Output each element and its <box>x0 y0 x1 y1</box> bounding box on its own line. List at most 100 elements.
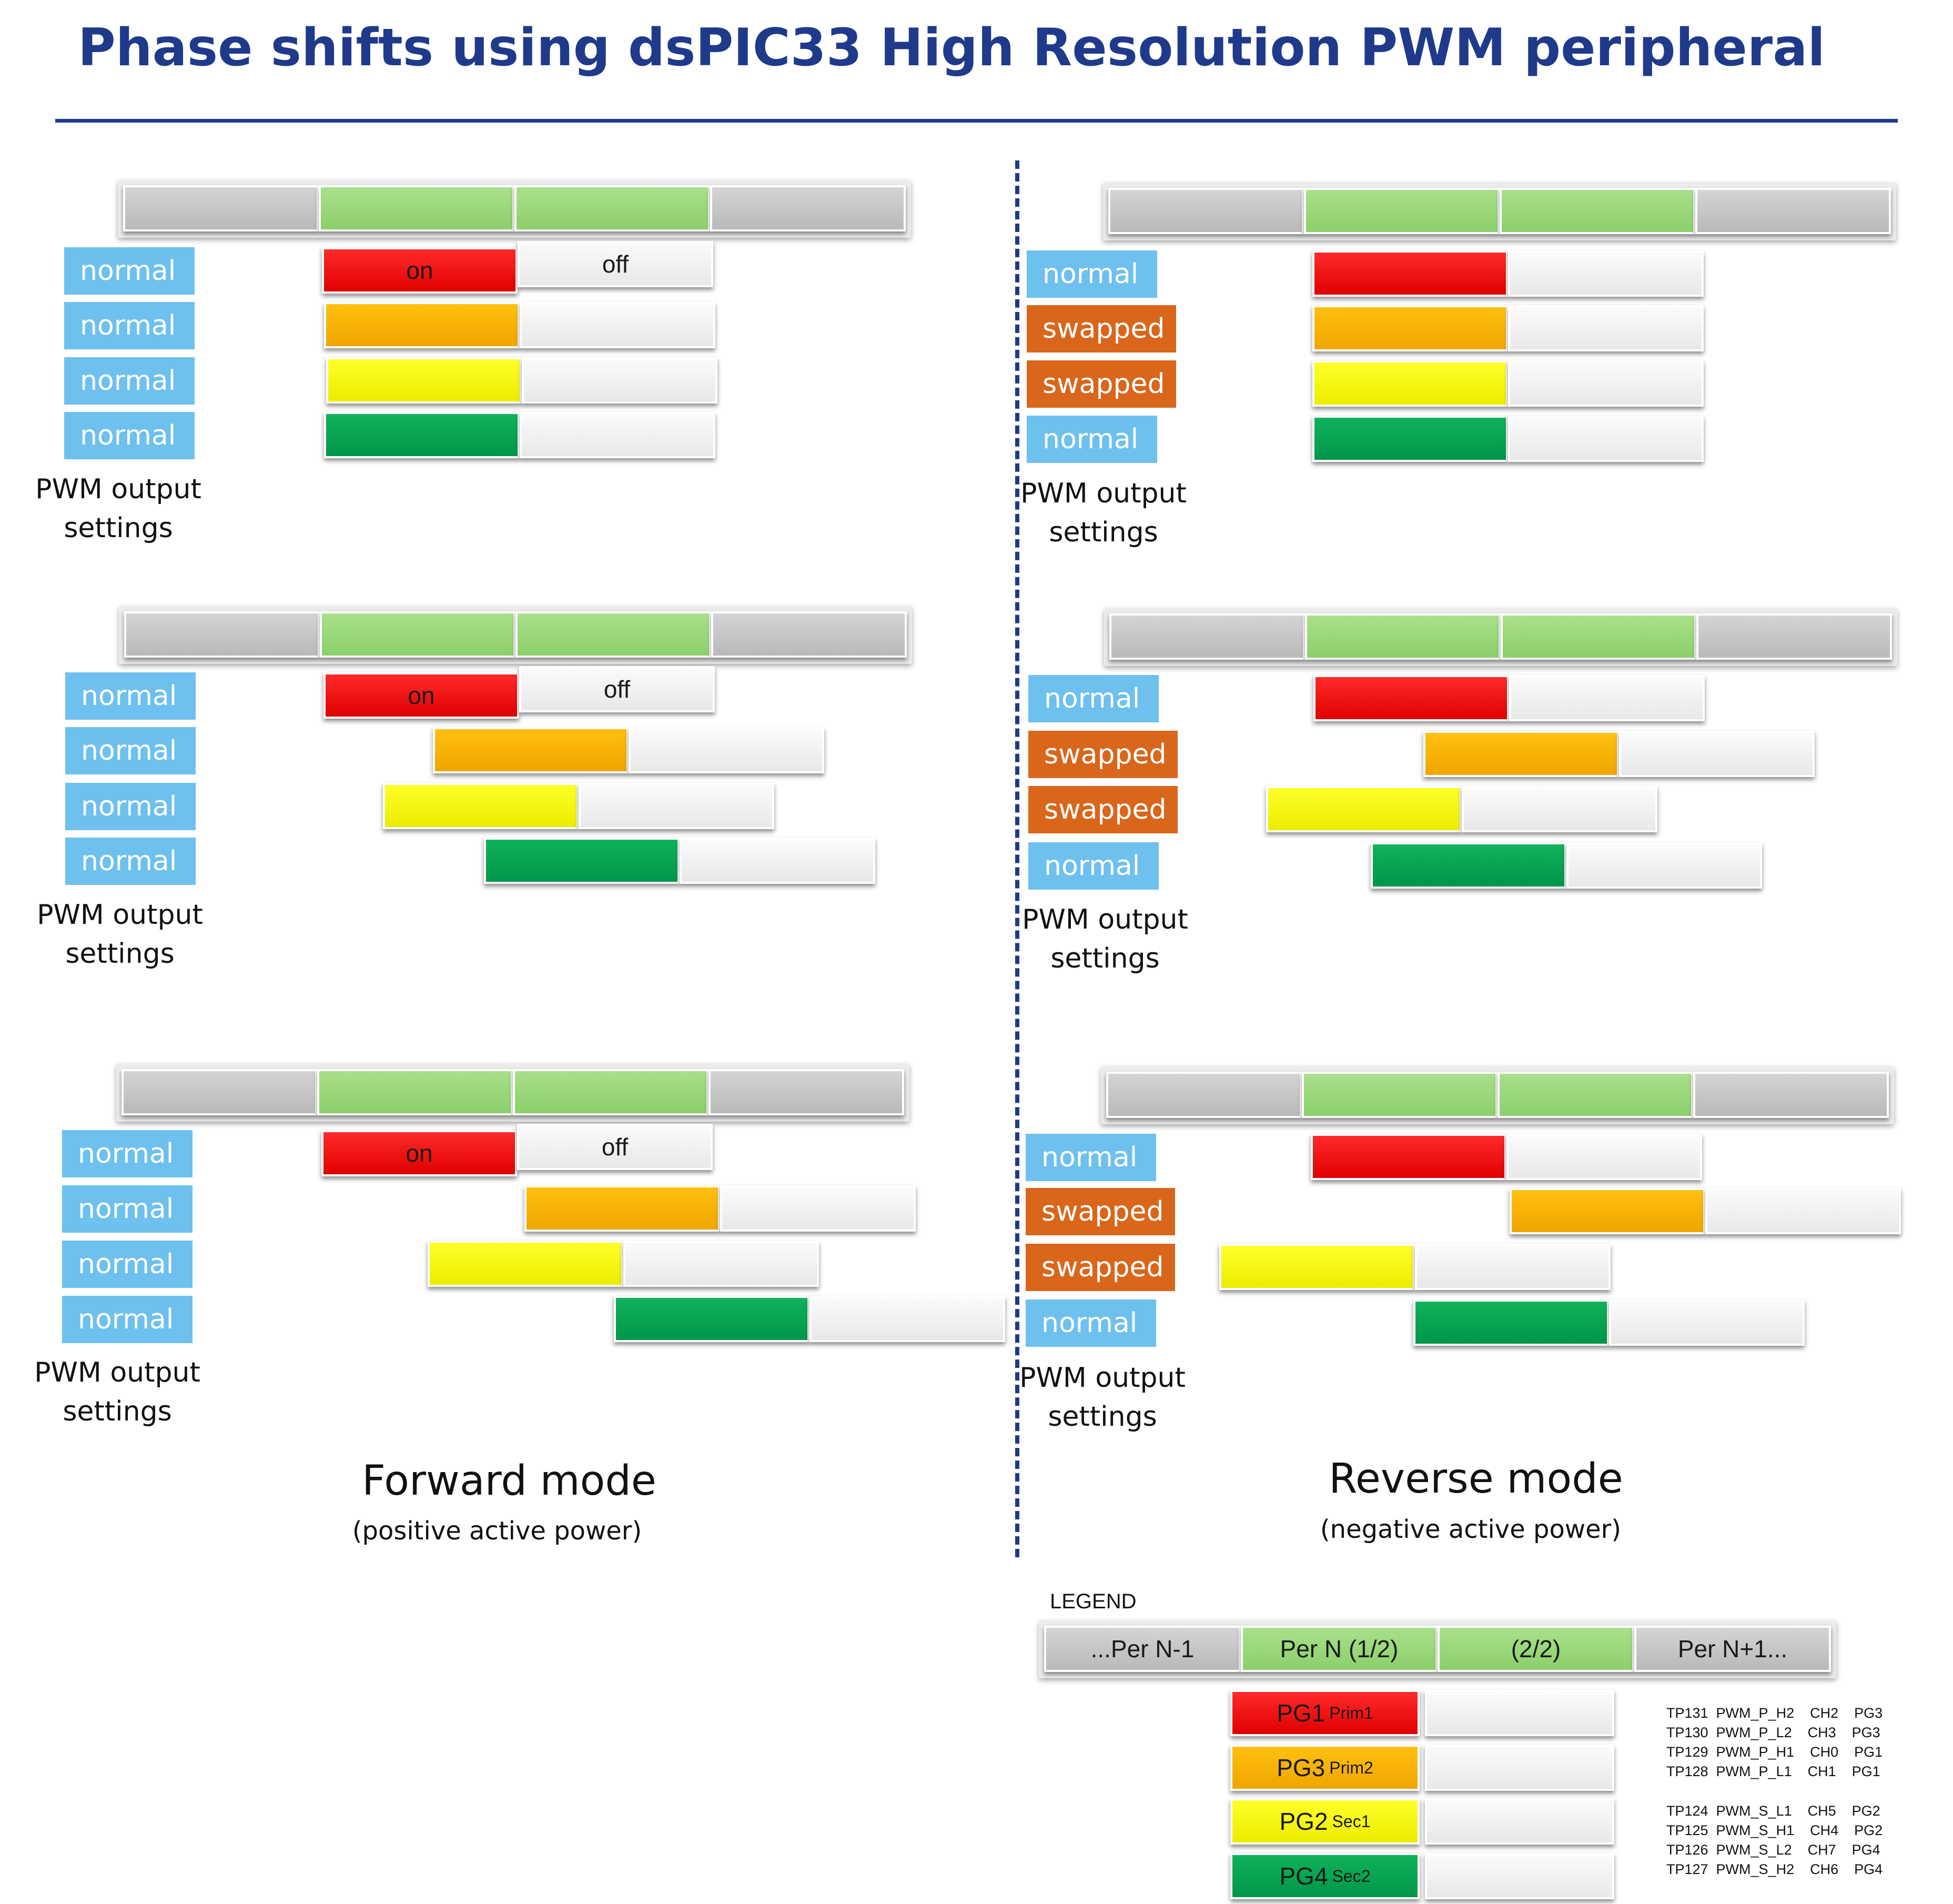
panel-caption: PWM output settings <box>25 895 215 973</box>
period-current-half-1 <box>317 1069 513 1115</box>
pg2-output-off <box>1415 1244 1611 1290</box>
pg1-output-on: on <box>323 672 519 719</box>
caption-line: PWM output <box>1022 904 1188 935</box>
pg4-output-on <box>1312 416 1508 462</box>
output-setting-tag: swapped <box>1026 1244 1175 1291</box>
caption-line: PWM output <box>37 899 203 931</box>
period-current-half-1 <box>1305 613 1501 660</box>
pg3-output-off <box>720 1185 916 1232</box>
period-next <box>1695 188 1891 234</box>
output-setting-tag: normal <box>65 838 196 885</box>
output-setting-tag: normal <box>62 1185 193 1233</box>
legend-period-3: (2/2) <box>1438 1626 1634 1672</box>
pg1-output-off <box>1508 250 1704 297</box>
pg3-output-off <box>520 302 715 348</box>
legend-generator-role: Prim1 <box>1329 1703 1373 1722</box>
period-previous <box>124 611 320 658</box>
period-next <box>709 1069 904 1115</box>
period-current-half-2 <box>513 1069 709 1115</box>
pg1-output-off: off <box>518 241 713 287</box>
pg4-output-off <box>1508 416 1704 462</box>
pg3-output-on <box>433 727 629 773</box>
pg3-output-off <box>1619 731 1815 777</box>
pg1-output-off <box>1506 1134 1702 1180</box>
on-label: on <box>406 1140 433 1167</box>
pg4-output-off <box>520 412 715 458</box>
pg1-output-off: off <box>519 666 715 712</box>
caption-line: PWM output <box>1019 1362 1186 1394</box>
reverse-mode-label: Reverse mode <box>1329 1455 1623 1503</box>
pg3-output-on <box>1423 731 1619 777</box>
period-previous <box>123 185 319 231</box>
pg4-output-on <box>1413 1299 1609 1346</box>
pg2-output-off <box>623 1241 819 1287</box>
on-label: on <box>408 682 435 709</box>
pg1-output-on <box>1311 1134 1506 1180</box>
period-previous <box>1108 188 1304 234</box>
legend-pin-map-primary: TP131 PWM_P_H2 CH2 PG3 TP130 PWM_P_L2 CH… <box>1666 1705 1883 1779</box>
legend-generator-role: Sec2 <box>1332 1866 1371 1886</box>
legend-generator-name: PG4 <box>1279 1862 1328 1890</box>
caption-line: settings <box>1049 517 1158 548</box>
pg2-output-on <box>383 783 579 829</box>
pg1-output-on: on <box>322 247 518 294</box>
pg2-output-on <box>1219 1244 1415 1290</box>
caption-line: PWM output <box>35 474 201 505</box>
output-setting-tag: normal <box>64 412 195 459</box>
period-previous <box>122 1069 317 1115</box>
panel-caption: PWM output settings <box>1009 474 1198 552</box>
pg1-output-on <box>1312 250 1508 297</box>
period-next <box>1693 1072 1889 1118</box>
pg2-output-off <box>1462 786 1657 832</box>
legend-pg1-bar: PG1 Prim1 <box>1230 1690 1420 1736</box>
period-current-half-2 <box>1497 1072 1693 1118</box>
legend-period-2: Per N (1/2) <box>1241 1626 1438 1672</box>
legend-off-bar <box>1425 1798 1614 1845</box>
caption-line: PWM output <box>1020 478 1187 509</box>
off-label: off <box>601 1133 629 1161</box>
pg4-output-off <box>680 838 875 884</box>
period-current-half-2 <box>514 185 710 231</box>
panel-caption: PWM output settings <box>24 470 213 548</box>
legend-off-bar <box>1425 1853 1614 1899</box>
caption-line: settings <box>64 512 173 544</box>
pg2-output-off <box>579 783 774 829</box>
period-current-half-2 <box>515 611 711 658</box>
pg3-output-off <box>629 727 824 773</box>
output-setting-tag: swapped <box>1027 360 1176 408</box>
caption-line: settings <box>1050 943 1160 974</box>
period-next <box>711 611 907 658</box>
output-setting-tag: normal <box>64 302 195 349</box>
legend-title: LEGEND <box>1050 1590 1137 1613</box>
pg1-output-off <box>1509 675 1705 721</box>
legend-pg2-bar: PG2 Sec1 <box>1230 1798 1420 1845</box>
output-setting-tag: normal <box>62 1130 193 1177</box>
legend-off-bar <box>1425 1745 1614 1791</box>
legend-period-4: Per N+1... <box>1634 1626 1831 1672</box>
output-setting-tag: normal <box>62 1296 193 1343</box>
pg1-output-off: off <box>517 1124 713 1170</box>
legend-off-bar <box>1425 1690 1614 1736</box>
legend-generator-name: PG1 <box>1277 1699 1325 1727</box>
output-setting-tag: normal <box>1028 675 1159 722</box>
caption-line: settings <box>63 1396 172 1427</box>
period-current-half-2 <box>1501 613 1696 660</box>
period-next <box>1696 613 1892 660</box>
period-current-half-1 <box>1304 188 1500 234</box>
legend-generator-name: PG2 <box>1279 1808 1328 1835</box>
on-label: on <box>406 257 433 284</box>
output-setting-tag: normal <box>1026 1299 1156 1347</box>
panel-caption: PWM output settings <box>1010 900 1200 978</box>
pg1-output-on: on <box>321 1130 517 1176</box>
output-setting-tag: swapped <box>1028 786 1178 833</box>
pg4-output-off <box>1566 842 1762 889</box>
output-setting-tag: normal <box>1028 842 1159 890</box>
period-current-half-1 <box>319 185 514 231</box>
pg4-output-on <box>1371 842 1566 889</box>
output-setting-tag: normal <box>65 727 196 774</box>
legend-pg3-bar: PG3 Prim2 <box>1230 1745 1420 1791</box>
page-title: Phase shifts using dsPIC33 High Resoluti… <box>78 18 1825 78</box>
pg3-output-on <box>324 302 520 348</box>
pg2-output-on <box>428 1241 623 1287</box>
